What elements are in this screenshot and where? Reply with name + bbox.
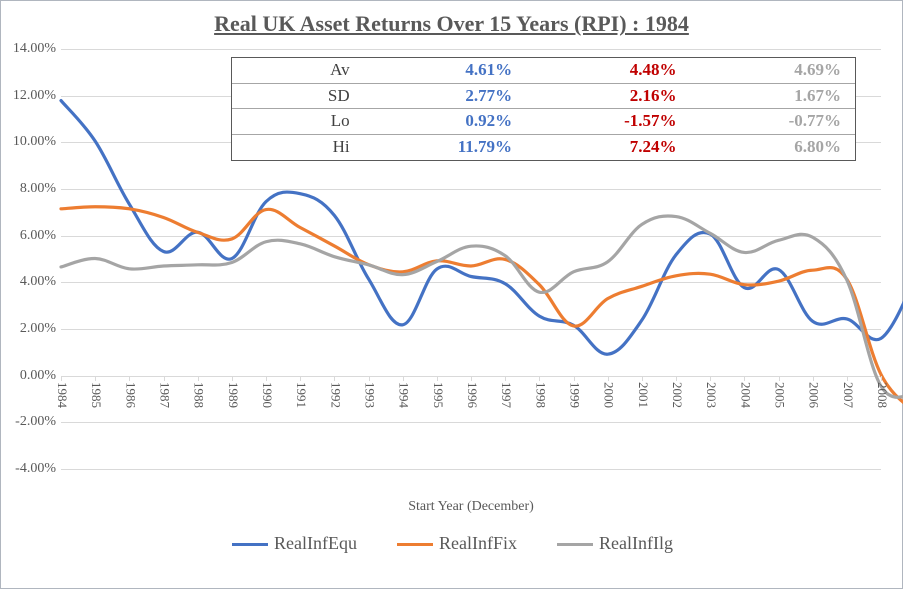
x-tick-mark <box>300 376 301 381</box>
x-tick-mark <box>813 376 814 381</box>
stats-cell: 2.16% <box>526 86 690 106</box>
x-tick-label: 1994 <box>396 382 412 408</box>
x-tick-label: 1990 <box>259 382 275 408</box>
x-tick-mark <box>608 376 609 381</box>
x-tick-label: 1991 <box>293 382 309 408</box>
stats-cell: -0.77% <box>691 111 855 131</box>
x-tick-mark <box>95 376 96 381</box>
x-tick-mark <box>505 376 506 381</box>
stats-cell: 4.69% <box>691 60 855 80</box>
stats-table: Av4.61%4.48%4.69%SD2.77%2.16%1.67%Lo0.92… <box>231 57 856 161</box>
x-tick-label: 2006 <box>806 382 822 408</box>
x-tick-label: 1988 <box>191 382 207 408</box>
stats-row-label: Av <box>232 60 362 80</box>
legend-item: RealInfFix <box>397 533 517 554</box>
x-tick-label: 1985 <box>88 382 104 408</box>
stats-row-label: Hi <box>232 137 362 157</box>
legend-swatch <box>557 543 593 546</box>
x-tick-mark <box>710 376 711 381</box>
stats-cell: 6.80% <box>691 137 855 157</box>
x-axis-label: Start Year (December) <box>61 499 881 515</box>
x-tick-label: 2005 <box>772 382 788 408</box>
legend-label: RealInfIlg <box>599 533 673 553</box>
x-tick-label: 2004 <box>737 382 753 408</box>
stats-row: SD2.77%2.16%1.67% <box>232 84 855 110</box>
stats-row-label: SD <box>232 86 362 106</box>
x-tick-mark <box>164 376 165 381</box>
x-tick-label: 1995 <box>430 382 446 408</box>
stats-cell: 11.79% <box>362 137 526 157</box>
x-tick-label: 2002 <box>669 382 685 408</box>
x-tick-label: 1986 <box>122 382 138 408</box>
x-tick-mark <box>744 376 745 381</box>
legend-item: RealInfIlg <box>557 533 673 554</box>
x-tick-label: 2001 <box>635 382 651 408</box>
stats-cell: 4.61% <box>362 60 526 80</box>
stats-cell: 4.48% <box>526 60 690 80</box>
x-tick-mark <box>437 376 438 381</box>
x-tick-mark <box>369 376 370 381</box>
x-tick-mark <box>642 376 643 381</box>
stats-cell: 2.77% <box>362 86 526 106</box>
x-tick-mark <box>334 376 335 381</box>
x-tick-mark <box>881 376 882 381</box>
stats-row: Av4.61%4.48%4.69% <box>232 58 855 84</box>
series-line-RealInfIlg <box>61 216 903 397</box>
x-tick-mark <box>779 376 780 381</box>
x-tick-mark <box>539 376 540 381</box>
x-tick-label: 1987 <box>157 382 173 408</box>
legend-swatch <box>397 543 433 546</box>
x-tick-label: 2003 <box>703 382 719 408</box>
x-tick-label: 1996 <box>464 382 480 408</box>
x-tick-label: 1992 <box>327 382 343 408</box>
x-tick-label: 1997 <box>498 382 514 408</box>
legend-item: RealInfEqu <box>232 533 357 554</box>
x-tick-mark <box>847 376 848 381</box>
stats-cell: -1.57% <box>526 111 690 131</box>
x-tick-label: 1999 <box>567 382 583 408</box>
stats-row: Lo0.92%-1.57%-0.77% <box>232 109 855 135</box>
legend: RealInfEqu RealInfFix RealInfIlg <box>1 533 903 554</box>
x-tick-mark <box>403 376 404 381</box>
legend-label: RealInfFix <box>439 533 517 553</box>
x-tick-mark <box>129 376 130 381</box>
x-tick-label: 1989 <box>225 382 241 408</box>
x-tick-mark <box>198 376 199 381</box>
x-tick-label: 2008 <box>874 382 890 408</box>
x-tick-mark <box>232 376 233 381</box>
x-tick-mark <box>676 376 677 381</box>
x-tick-mark <box>61 376 62 381</box>
stats-cell: 0.92% <box>362 111 526 131</box>
stats-row-label: Lo <box>232 111 362 131</box>
x-tick-label: 1993 <box>362 382 378 408</box>
stats-cell: 7.24% <box>526 137 690 157</box>
x-tick-label: 1998 <box>532 382 548 408</box>
x-tick-mark <box>574 376 575 381</box>
x-tick-label: 2007 <box>840 382 856 408</box>
x-tick-mark <box>266 376 267 381</box>
x-tick-label: 2000 <box>601 382 617 408</box>
chart-container: Real UK Asset Returns Over 15 Years (RPI… <box>0 0 903 589</box>
stats-row: Hi11.79%7.24%6.80% <box>232 135 855 161</box>
legend-swatch <box>232 543 268 546</box>
x-tick-label: 1984 <box>54 382 70 408</box>
x-tick-mark <box>471 376 472 381</box>
stats-cell: 1.67% <box>691 86 855 106</box>
legend-label: RealInfEqu <box>274 533 357 553</box>
